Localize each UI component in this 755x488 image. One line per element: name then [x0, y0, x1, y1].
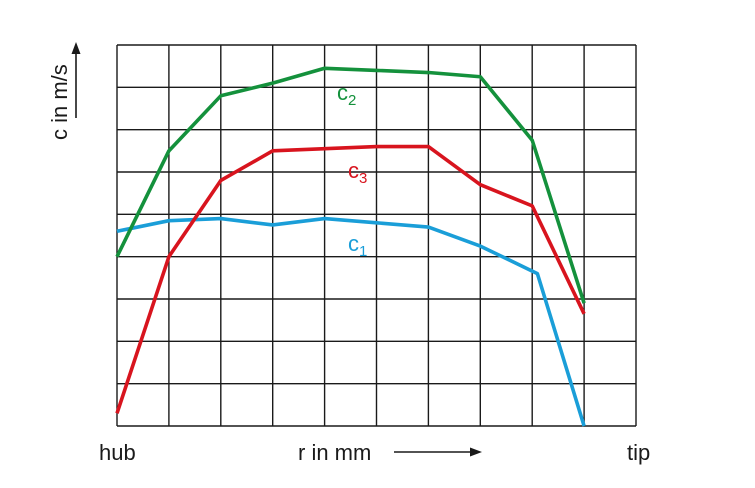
- series-label-c2: c2: [337, 80, 356, 109]
- x-axis-label: r in mm: [298, 440, 371, 465]
- x-start-label: hub: [99, 440, 136, 465]
- x-end-label: tip: [627, 440, 650, 465]
- series-line-c2: [115, 66, 586, 304]
- series-line-c3: [115, 144, 586, 414]
- x-axis-arrow: [394, 447, 482, 457]
- series-label-c3: c3: [348, 158, 367, 187]
- y-axis-label: c in m/s: [47, 64, 72, 140]
- y-axis-arrow: [71, 42, 81, 118]
- series-labels: c1 c2 c3: [337, 80, 367, 260]
- series-label-c1: c1: [348, 231, 367, 260]
- grid: [116, 44, 637, 427]
- series-lines: [115, 66, 586, 427]
